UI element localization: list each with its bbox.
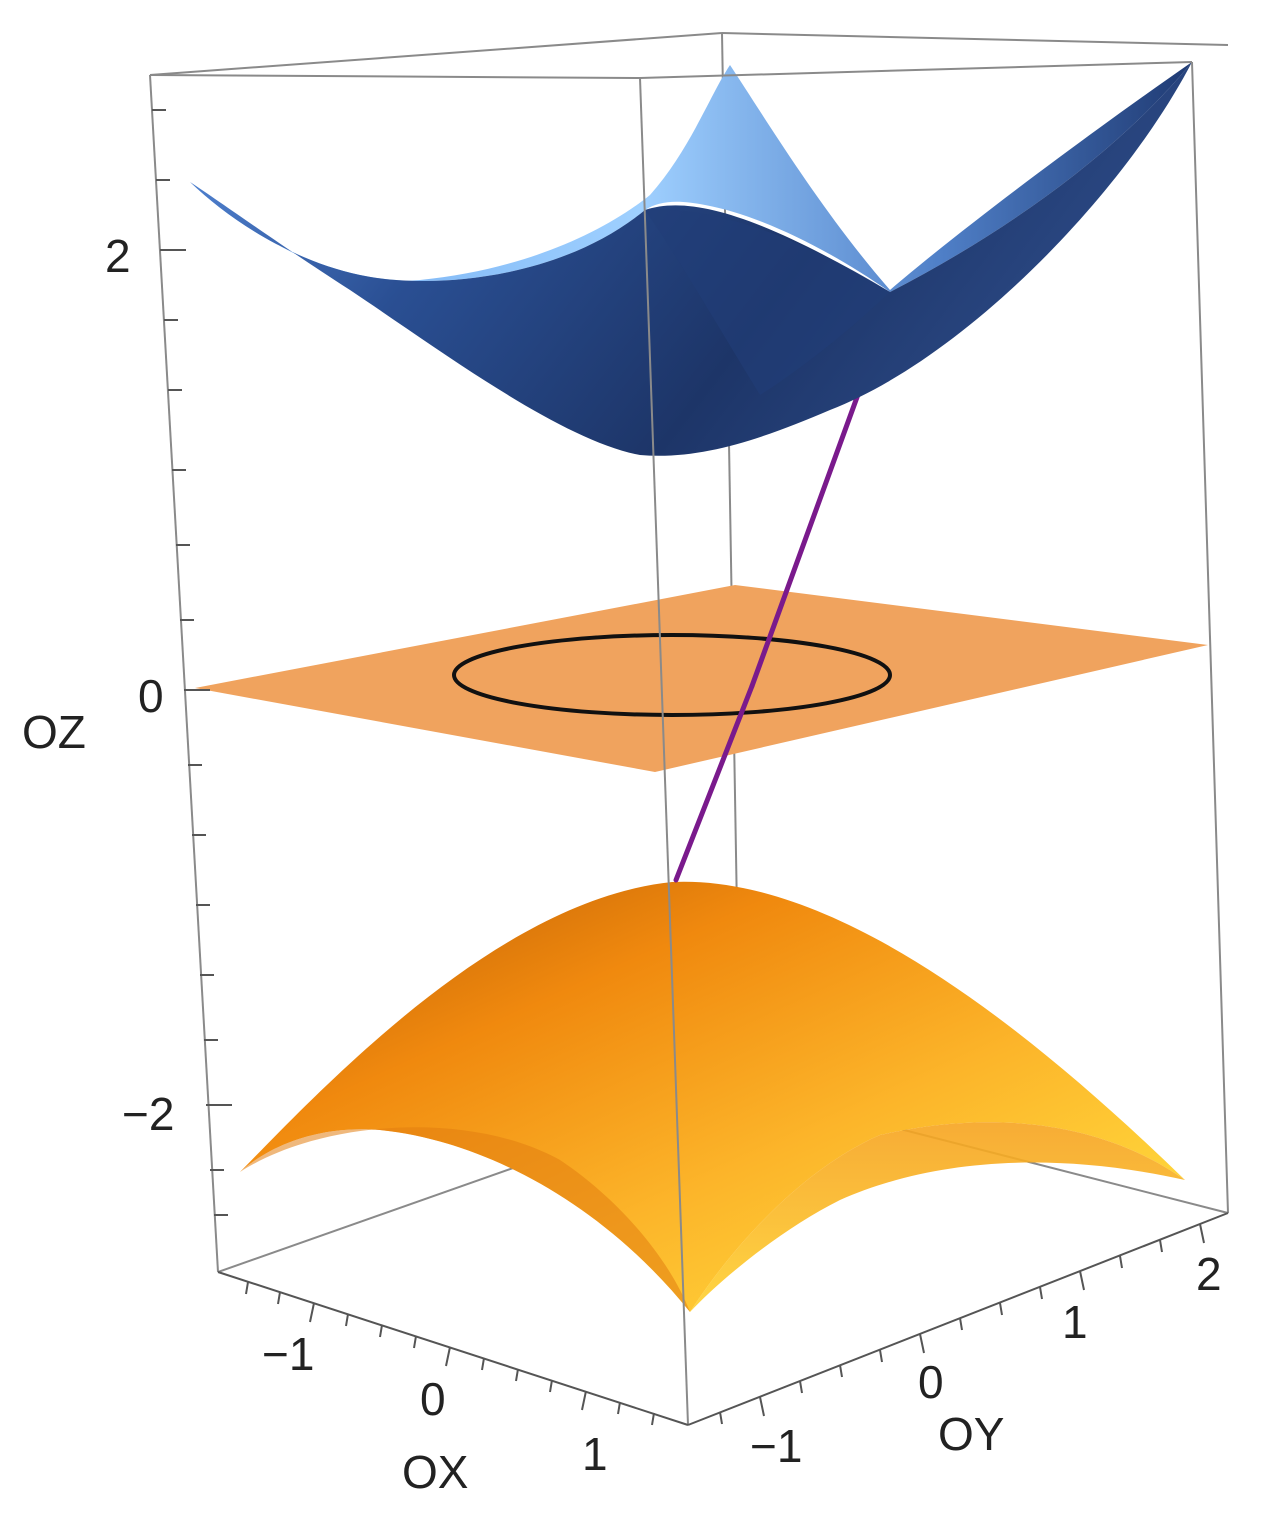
- lower-surface: [240, 881, 1185, 1312]
- z-axis-title: OZ: [22, 706, 86, 758]
- z-axis-ticks: [152, 109, 232, 1216]
- x-tick-label: −1: [262, 1328, 314, 1380]
- x-axis-title: OX: [402, 1446, 468, 1498]
- x-axis-ticks: [245, 1281, 655, 1426]
- z-tick-label: −2: [122, 1088, 174, 1140]
- x-tick-label: 0: [420, 1373, 446, 1425]
- z-tick-label: 0: [138, 670, 164, 722]
- y-axis-title: OY: [938, 1408, 1004, 1460]
- upper-surface: [190, 62, 1192, 456]
- y-tick-label: 1: [1062, 1296, 1088, 1348]
- z-tick-label: 2: [105, 230, 131, 282]
- zero-plane: [195, 585, 1208, 772]
- y-tick-label: 0: [918, 1356, 944, 1408]
- y-tick-label: 2: [1196, 1248, 1222, 1300]
- circle-curve: [452, 633, 892, 717]
- x-tick-label: 1: [582, 1428, 608, 1480]
- bounding-box-front: [149, 61, 1229, 1426]
- y-tick-label: −1: [750, 1420, 802, 1472]
- y-axis-ticks: [719, 1223, 1205, 1425]
